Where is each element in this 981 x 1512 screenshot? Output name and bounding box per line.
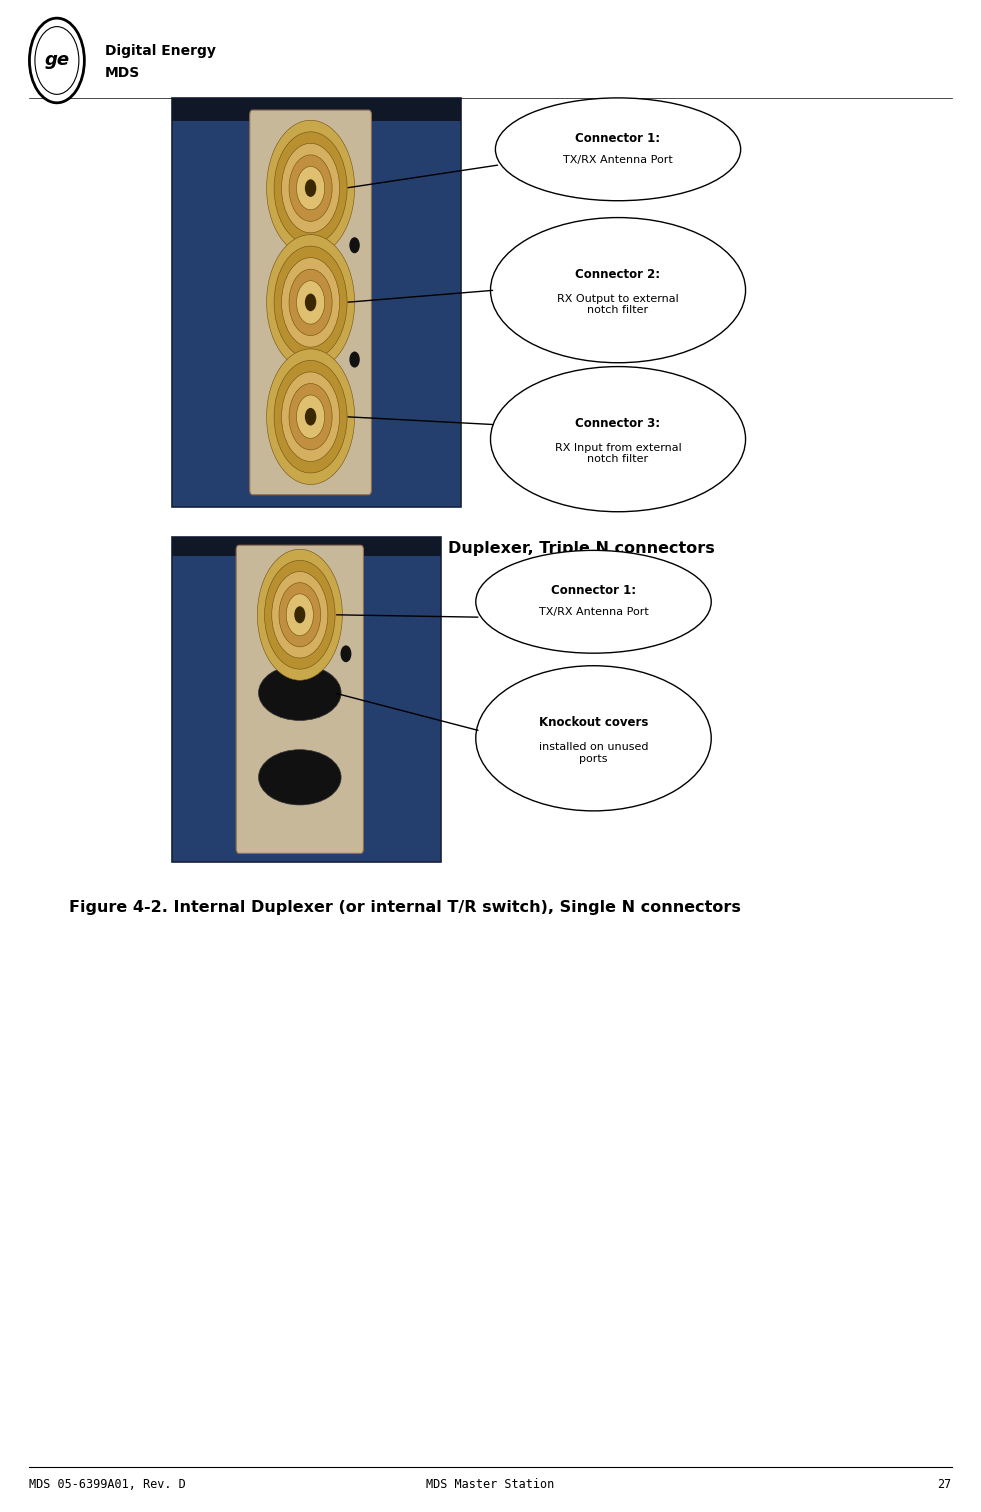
Ellipse shape [476, 550, 711, 653]
Circle shape [294, 606, 305, 623]
Ellipse shape [490, 218, 746, 363]
Bar [172, 537, 441, 862]
Circle shape [289, 269, 333, 336]
Circle shape [296, 281, 325, 324]
Text: ge: ge [44, 51, 70, 70]
Text: MDS Master Station: MDS Master Station [427, 1479, 554, 1491]
Text: Digital Energy: Digital Energy [105, 44, 216, 59]
FancyBboxPatch shape [236, 546, 363, 853]
Bar [172, 537, 441, 556]
Circle shape [282, 372, 339, 461]
Text: Connector 1:: Connector 1: [551, 584, 636, 597]
Bar [172, 98, 461, 507]
Text: RX Output to external
notch filter: RX Output to external notch filter [557, 293, 679, 316]
Text: MDS: MDS [105, 65, 140, 80]
Text: TX/RX Antenna Port: TX/RX Antenna Port [539, 606, 648, 617]
Circle shape [267, 234, 354, 370]
Text: installed on unused
ports: installed on unused ports [539, 742, 648, 764]
Text: Knockout covers: Knockout covers [539, 715, 648, 729]
Circle shape [274, 246, 347, 358]
Circle shape [267, 121, 354, 256]
Circle shape [305, 180, 316, 197]
Ellipse shape [490, 366, 746, 511]
Circle shape [279, 582, 321, 647]
Text: Figure 4-1. Internal Duplexer, Triple N connectors: Figure 4-1. Internal Duplexer, Triple N … [266, 541, 715, 556]
Circle shape [282, 144, 339, 233]
Circle shape [305, 408, 316, 425]
Circle shape [35, 27, 78, 94]
Text: 27: 27 [937, 1479, 952, 1491]
Ellipse shape [495, 98, 741, 201]
Circle shape [274, 132, 347, 245]
Circle shape [274, 360, 347, 473]
Circle shape [349, 351, 360, 367]
Circle shape [29, 18, 84, 103]
Circle shape [289, 154, 333, 221]
Text: Connector 2:: Connector 2: [576, 268, 660, 281]
Circle shape [265, 561, 336, 670]
Circle shape [257, 549, 342, 680]
Circle shape [267, 349, 354, 484]
Text: Connector 3:: Connector 3: [576, 417, 660, 429]
Circle shape [286, 594, 313, 635]
Circle shape [282, 257, 339, 348]
Circle shape [340, 646, 351, 662]
FancyBboxPatch shape [250, 110, 372, 494]
Ellipse shape [259, 750, 341, 804]
Bar [172, 98, 461, 121]
Circle shape [296, 166, 325, 210]
Text: TX/RX Antenna Port: TX/RX Antenna Port [563, 154, 673, 165]
Circle shape [289, 384, 333, 451]
Text: MDS 05-6399A01, Rev. D: MDS 05-6399A01, Rev. D [29, 1479, 186, 1491]
Text: Figure 4-2. Internal Duplexer (or internal T/R switch), Single N connectors: Figure 4-2. Internal Duplexer (or intern… [69, 900, 741, 915]
Circle shape [272, 572, 328, 658]
Text: Connector 1:: Connector 1: [576, 132, 660, 145]
Ellipse shape [476, 665, 711, 810]
Circle shape [296, 395, 325, 438]
Circle shape [305, 293, 316, 311]
Ellipse shape [259, 665, 341, 720]
Circle shape [349, 237, 360, 254]
Text: RX Input from external
notch filter: RX Input from external notch filter [554, 443, 682, 464]
